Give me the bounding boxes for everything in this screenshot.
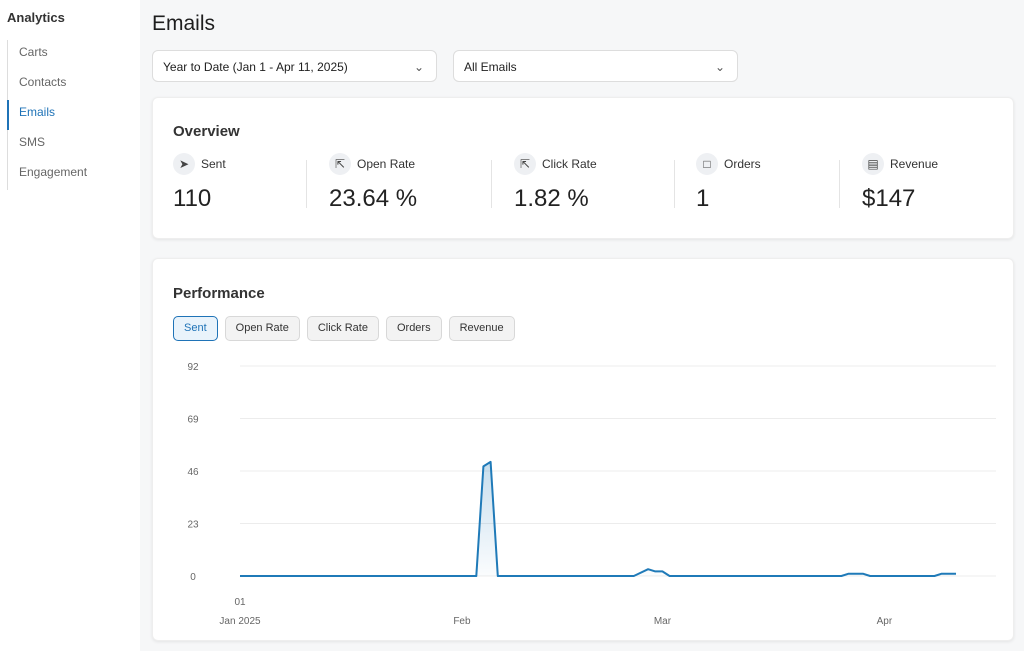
divider xyxy=(839,160,840,208)
y-tick-label: 69 xyxy=(187,415,199,426)
metric-click-rate: ⇱ Click Rate 1.82 % xyxy=(514,153,597,213)
sidebar-item-contacts[interactable]: Contacts xyxy=(19,75,67,89)
x-tick-sublabel: Jan 2025 xyxy=(219,616,261,627)
tab-open-rate[interactable]: Open Rate xyxy=(224,316,300,341)
sidebar-item-engagement[interactable]: Engagement xyxy=(19,165,88,179)
metric-value: 23.64 % xyxy=(329,185,418,212)
metric-label: Revenue xyxy=(890,157,939,171)
metric-sent: ➤ Sent 110 xyxy=(173,153,226,213)
sidebar-item-emails[interactable]: Emails xyxy=(7,100,87,130)
series-line xyxy=(240,460,956,577)
sidebar: Analytics Carts Contacts Emails SMS Enga… xyxy=(0,0,140,651)
metric-tabs: Sent Open Rate Click Rate Orders Revenue xyxy=(173,316,515,341)
metric-value: 1 xyxy=(696,185,710,212)
metric-revenue: ▤ Revenue $147 xyxy=(862,153,938,213)
metric-value: 110 xyxy=(173,185,212,212)
tab-orders[interactable]: Orders xyxy=(385,316,442,341)
y-tick-label: 92 xyxy=(187,362,199,373)
y-tick-label: 46 xyxy=(187,467,199,478)
performance-card: Performance Sent Open Rate Click Rate Or… xyxy=(152,258,1014,641)
metric-label: Click Rate xyxy=(542,157,597,171)
cursor-click-icon: ⇱ xyxy=(514,153,536,175)
box-icon: □ xyxy=(696,153,718,175)
page-title: Emails xyxy=(152,12,216,35)
tab-click-rate[interactable]: Click Rate xyxy=(306,316,379,341)
send-icon: ➤ xyxy=(173,153,195,175)
metric-label: Sent xyxy=(201,157,226,171)
series-area xyxy=(240,461,956,576)
overview-title: Overview xyxy=(173,123,240,140)
chevron-down-icon: ⌄ xyxy=(714,60,725,74)
x-tick-label: Apr xyxy=(877,616,893,627)
email-filter-select[interactable]: All Emails ⌄ xyxy=(453,50,738,82)
divider xyxy=(491,160,492,208)
date-range-select[interactable]: Year to Date (Jan 1 - Apr 11, 2025) ⌄ xyxy=(152,50,437,82)
sidebar-nav: Carts Contacts Emails SMS Engagement xyxy=(7,40,87,190)
metric-label: Orders xyxy=(724,157,761,171)
sidebar-item-carts[interactable]: Carts xyxy=(19,45,48,59)
x-tick-label: Feb xyxy=(453,616,471,627)
divider xyxy=(674,160,675,208)
metric-value: $147 xyxy=(862,185,916,212)
tab-revenue[interactable]: Revenue xyxy=(448,316,515,341)
sidebar-item-sms[interactable]: SMS xyxy=(19,135,46,149)
chevron-down-icon: ⌄ xyxy=(413,60,424,74)
metric-orders: □ Orders 1 xyxy=(696,153,761,213)
overview-card: Overview ➤ Sent 110 ⇱ Open Rate 23.64 % ⇱ C… xyxy=(152,97,1014,239)
email-filter-value: All Emails xyxy=(464,60,517,74)
cursor-open-icon: ⇱ xyxy=(329,153,351,175)
divider xyxy=(306,160,307,208)
sent-chart: 0 23 46 69 92 01 Jan 2025 Feb Mar Apr xyxy=(187,362,996,627)
performance-title: Performance xyxy=(173,285,265,302)
sidebar-title: Analytics xyxy=(7,10,65,25)
x-tick-label: 01 xyxy=(234,597,246,608)
date-range-value: Year to Date (Jan 1 - Apr 11, 2025) xyxy=(163,60,348,74)
tab-sent[interactable]: Sent xyxy=(173,316,218,341)
x-tick-label: Mar xyxy=(654,616,672,627)
y-tick-label: 0 xyxy=(190,572,196,583)
y-tick-label: 23 xyxy=(187,520,199,531)
metric-open-rate: ⇱ Open Rate 23.64 % xyxy=(329,153,417,213)
receipt-icon: ▤ xyxy=(862,153,884,175)
metric-label: Open Rate xyxy=(357,157,416,171)
metric-value: 1.82 % xyxy=(514,185,589,212)
